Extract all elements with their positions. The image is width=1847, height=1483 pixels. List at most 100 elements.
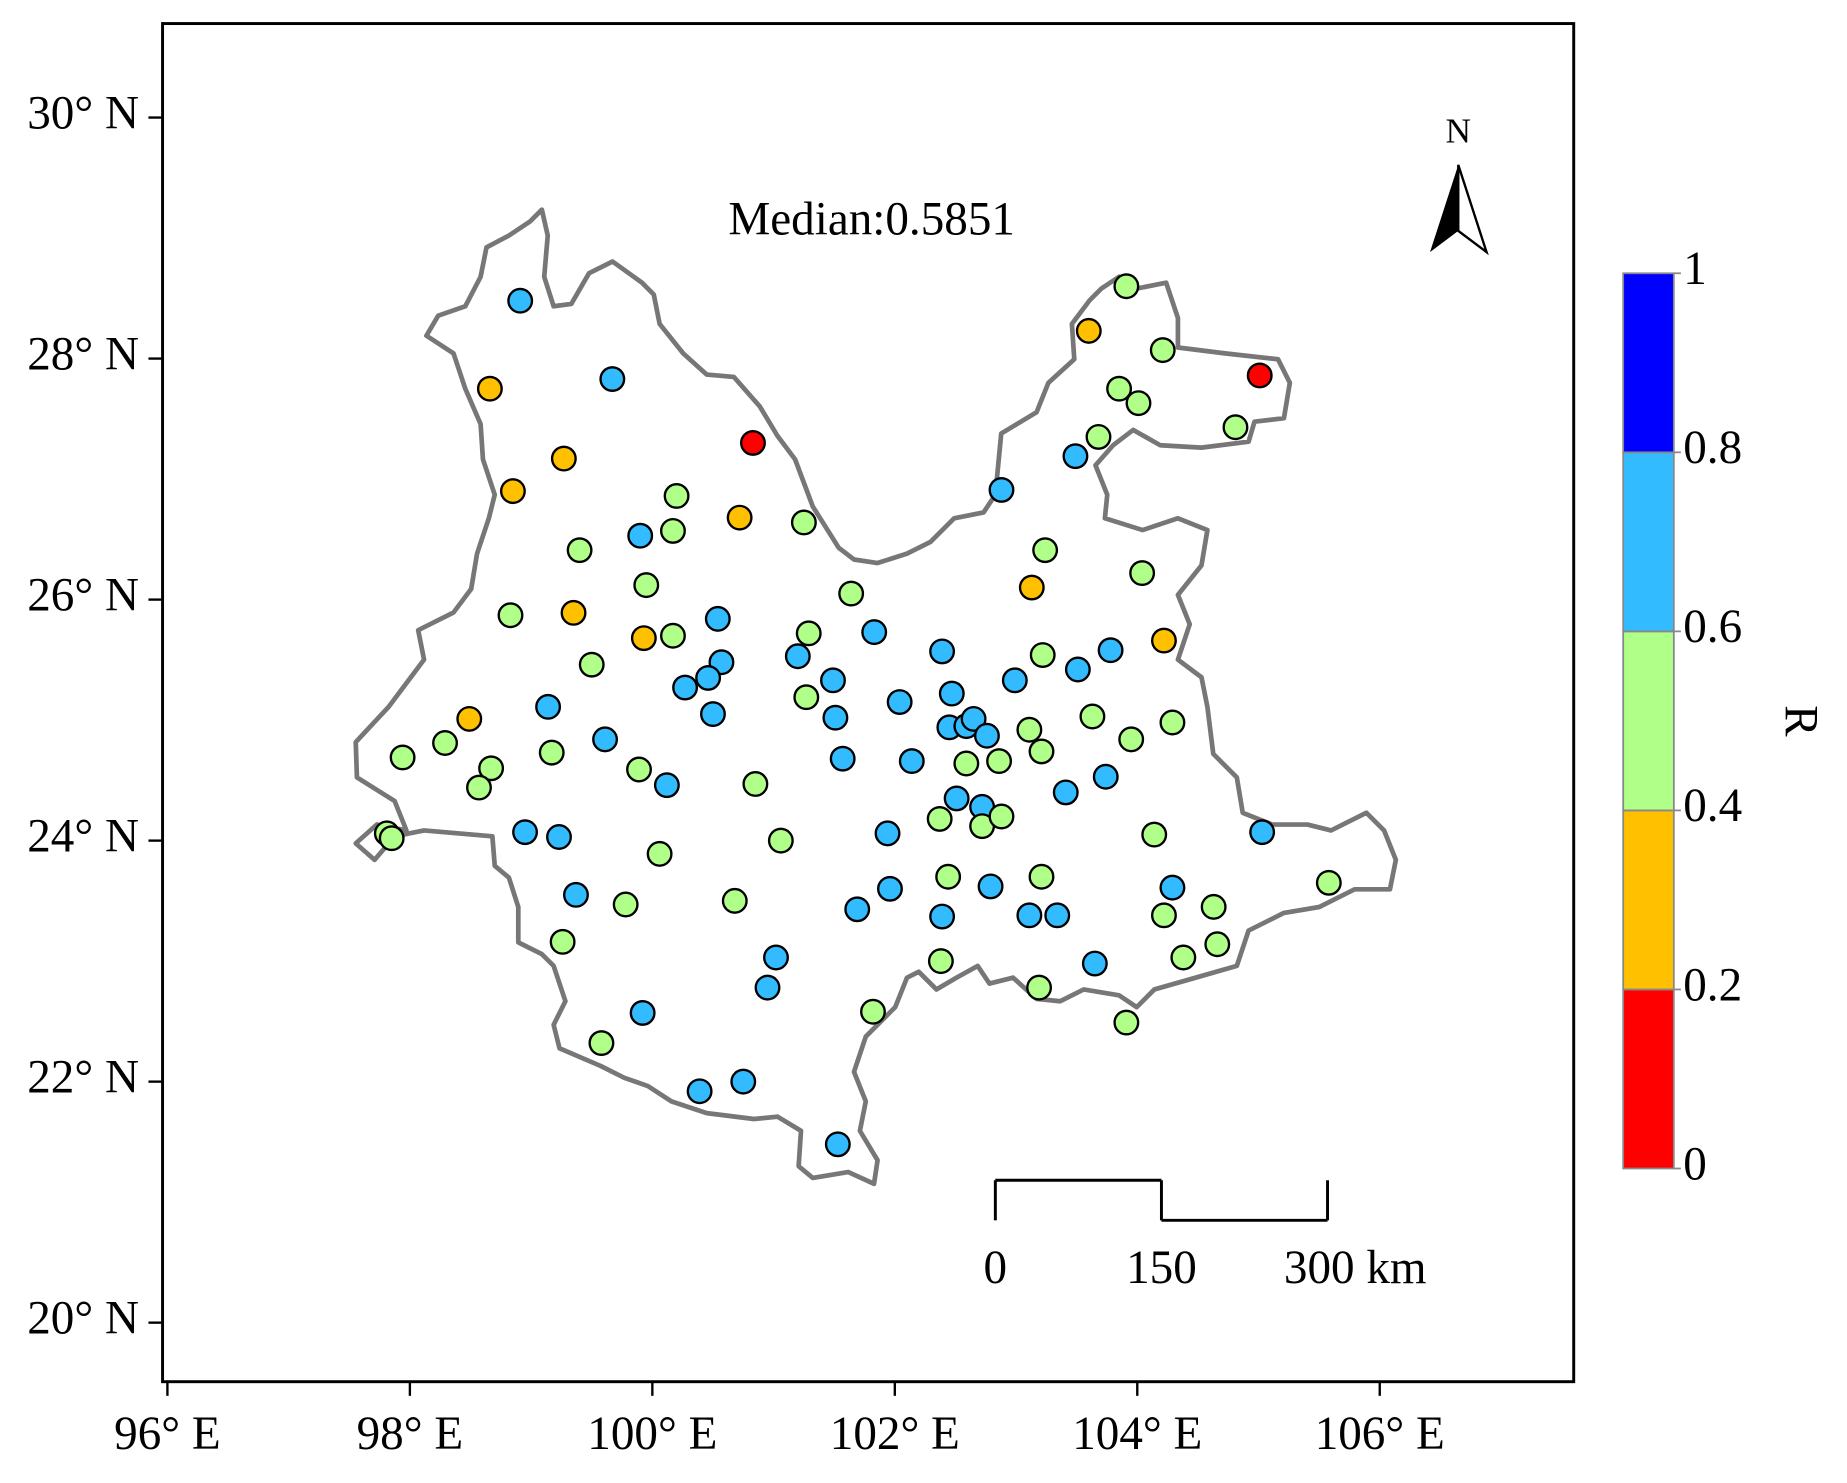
map-frame xyxy=(161,22,1576,1384)
station-point xyxy=(1150,902,1177,929)
station-point xyxy=(988,803,1015,830)
colorbar-tick-label: 0.6 xyxy=(1683,601,1742,653)
station-point xyxy=(838,580,865,607)
station-point xyxy=(1222,414,1249,441)
y-tick-label: 22° N xyxy=(27,1051,139,1103)
north-arrow xyxy=(1430,164,1489,256)
station-point xyxy=(389,744,416,771)
station-point xyxy=(566,537,593,564)
station-point xyxy=(953,750,980,777)
colorbar-tick-label: 0.2 xyxy=(1683,959,1742,1011)
scale-bar-label: 0 xyxy=(984,1242,1008,1294)
station-point xyxy=(627,522,654,549)
station-point xyxy=(538,739,565,766)
station-point xyxy=(1249,819,1276,846)
station-point xyxy=(672,674,699,701)
scale-bar-label: 300 km xyxy=(1284,1242,1427,1294)
station-point xyxy=(726,504,753,531)
station-point xyxy=(535,693,562,720)
station-point xyxy=(560,599,587,626)
y-tick-label: 26° N xyxy=(27,569,139,621)
x-tick-label: 102° E xyxy=(830,1408,960,1460)
station-point xyxy=(659,622,686,649)
station-point xyxy=(877,875,903,902)
station-point xyxy=(1081,950,1108,977)
station-point xyxy=(860,998,886,1025)
station-point xyxy=(1125,390,1152,417)
station-point xyxy=(938,680,965,707)
station-point xyxy=(466,774,492,801)
north-label: N xyxy=(1446,111,1472,150)
station-point xyxy=(563,881,589,908)
station-point xyxy=(1001,667,1028,694)
station-point xyxy=(1029,642,1056,668)
station-point xyxy=(898,748,925,775)
station-point xyxy=(1028,738,1055,765)
colorbar-bin xyxy=(1622,988,1675,1170)
station-point xyxy=(1044,902,1071,929)
scale-bar-label: 150 xyxy=(1126,1242,1197,1294)
station-point xyxy=(784,643,811,670)
y-tick-label: 20° N xyxy=(27,1292,139,1344)
station-point xyxy=(1064,656,1091,683)
station-point xyxy=(1118,726,1145,753)
colorbar-tick-label: 1 xyxy=(1683,243,1707,295)
station-point xyxy=(1204,931,1231,958)
station-point xyxy=(653,772,680,799)
x-tick-label: 106° E xyxy=(1315,1408,1445,1460)
station-point xyxy=(763,944,789,971)
station-point xyxy=(663,482,690,509)
station-point xyxy=(633,572,660,599)
station-point xyxy=(1079,703,1106,730)
station-point xyxy=(1052,779,1079,806)
y-tick-label: 30° N xyxy=(27,87,139,139)
station-point xyxy=(476,375,503,402)
station-point xyxy=(432,730,458,756)
station-point xyxy=(874,820,901,847)
station-point xyxy=(935,863,962,890)
station-point xyxy=(1141,821,1168,848)
station-point xyxy=(549,928,576,955)
station-point xyxy=(1062,443,1089,470)
station-point xyxy=(1106,375,1133,402)
station-point xyxy=(988,476,1015,503)
station-point xyxy=(578,651,605,678)
station-point xyxy=(1113,273,1140,300)
station-point xyxy=(929,638,956,665)
station-point xyxy=(599,366,626,393)
station-point xyxy=(1246,362,1273,389)
station-point xyxy=(588,1030,615,1057)
station-point xyxy=(1018,574,1045,601)
colorbar-bin xyxy=(1622,272,1675,454)
station-point xyxy=(886,689,913,715)
station-point xyxy=(1159,709,1186,736)
station-point xyxy=(767,827,794,854)
station-point xyxy=(730,1068,757,1095)
station-point xyxy=(612,891,639,918)
station-point xyxy=(546,824,572,850)
station-point xyxy=(456,705,483,732)
station-point xyxy=(861,619,888,646)
x-tick-label: 96° E xyxy=(114,1408,221,1460)
station-point xyxy=(1097,637,1124,664)
station-point xyxy=(1016,902,1043,929)
colorbar-bin xyxy=(1622,809,1675,991)
station-point xyxy=(721,887,748,914)
station-point xyxy=(659,517,686,544)
station-point xyxy=(1113,1009,1140,1036)
station-point xyxy=(829,745,856,772)
station-point xyxy=(497,602,524,629)
colorbar-bin xyxy=(1622,451,1675,633)
station-point xyxy=(926,805,953,832)
station-point xyxy=(977,873,1004,900)
colorbar-title: R xyxy=(1775,705,1827,737)
station-point xyxy=(820,667,846,694)
station-point xyxy=(499,478,526,505)
north-arrow-left xyxy=(1430,164,1459,253)
station-point xyxy=(793,684,820,711)
station-point xyxy=(1016,716,1043,743)
x-tick-label: 98° E xyxy=(357,1408,464,1460)
station-point xyxy=(742,771,769,797)
station-point xyxy=(478,755,505,782)
